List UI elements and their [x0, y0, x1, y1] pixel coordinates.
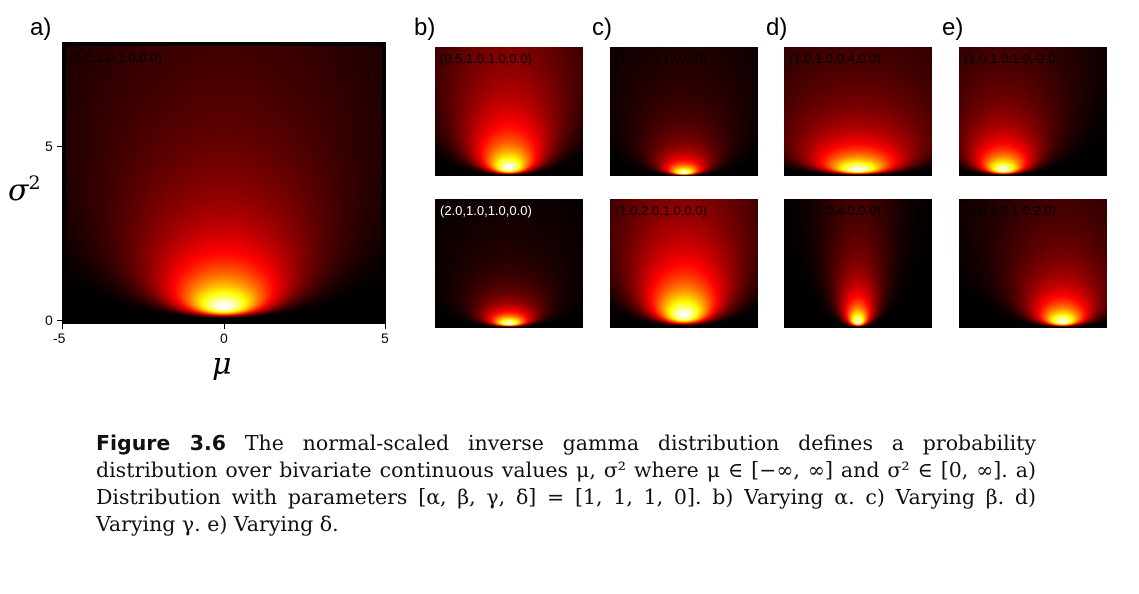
heatmap-panel-d2: (1.0,1.0,4.0,0.0): [784, 199, 932, 328]
panel-letter-c: c): [592, 14, 612, 41]
y-axis-title-sup: 2: [28, 172, 41, 194]
heatmap-panel-c2: (1.0,2.0,1.0,0.0): [610, 199, 758, 328]
x-tick-label-neg5: -5: [53, 330, 66, 346]
heatmap-panel-e1: (1.0,1.0,1.0,-2.0): [959, 47, 1107, 176]
panel-letter-a: a): [30, 14, 52, 41]
y-axis-title-base: σ: [8, 173, 29, 208]
heatmap-canvas-e1: [959, 47, 1107, 176]
y-tick-label-5: 5: [45, 138, 53, 154]
heatmap-panel-b2: (2.0,1.0,1.0,0.0): [435, 199, 583, 328]
param-label-d1: (1.0,1.0,0.4,0.0): [789, 51, 881, 66]
heatmap-panel-b1: (0.5,1.0,1.0,0.0): [435, 47, 583, 176]
heatmap-canvas-d2: [784, 199, 932, 328]
panel-letter-e: e): [942, 14, 964, 41]
heatmap-canvas-e2: [959, 199, 1107, 328]
x-tick-mark-neg5: [62, 324, 63, 329]
heatmap-canvas-b1: [435, 47, 583, 176]
y-axis-title: σ2: [8, 168, 41, 206]
x-tick-mark-5: [385, 324, 386, 329]
heatmap-canvas-b2: [435, 199, 583, 328]
panel-letter-b: b): [414, 14, 436, 41]
param-label-d2: (1.0,1.0,4.0,0.0): [789, 203, 881, 218]
heatmap-canvas-c2: [610, 199, 758, 328]
heatmap-panel-e2: (1.0,1.0,1.0,2.0): [959, 199, 1107, 328]
y-tick-label-0: 0: [45, 312, 53, 328]
heatmap-panel-d1: (1.0,1.0,0.4,0.0): [784, 47, 932, 176]
figure-caption: Figure 3.6 The normal-scaled inverse gam…: [96, 430, 1036, 538]
y-tick-mark-5: [57, 146, 62, 147]
caption-text: The normal-scaled inverse gamma distribu…: [96, 431, 1036, 536]
caption-figure-label: Figure 3.6: [96, 431, 227, 455]
heatmap-canvas-a: [66, 46, 382, 320]
param-label-a: (1.0,1.0,1.0,0.0): [70, 50, 162, 65]
panel-letter-d: d): [766, 14, 788, 41]
heatmap-panel-a: (1.0,1.0,1.0,0.0): [62, 42, 386, 324]
heatmap-canvas-c1: [610, 47, 758, 176]
heatmap-panel-c1: (1.0,0.5,1.0,0.0): [610, 47, 758, 176]
param-label-e2: (1.0,1.0,1.0,2.0): [964, 203, 1056, 218]
x-axis-title: μ: [212, 347, 232, 382]
param-label-e1: (1.0,1.0,1.0,-2.0): [964, 51, 1061, 66]
param-label-c2: (1.0,2.0,1.0,0.0): [615, 203, 707, 218]
param-label-b1: (0.5,1.0,1.0,0.0): [440, 51, 532, 66]
x-tick-label-5: 5: [381, 330, 389, 346]
heatmap-canvas-d1: [784, 47, 932, 176]
param-label-c1: (1.0,0.5,1.0,0.0): [615, 51, 707, 66]
x-tick-mark-0: [224, 324, 225, 329]
param-label-b2: (2.0,1.0,1.0,0.0): [440, 203, 532, 218]
y-tick-mark-0: [57, 320, 62, 321]
x-tick-label-0: 0: [220, 330, 228, 346]
